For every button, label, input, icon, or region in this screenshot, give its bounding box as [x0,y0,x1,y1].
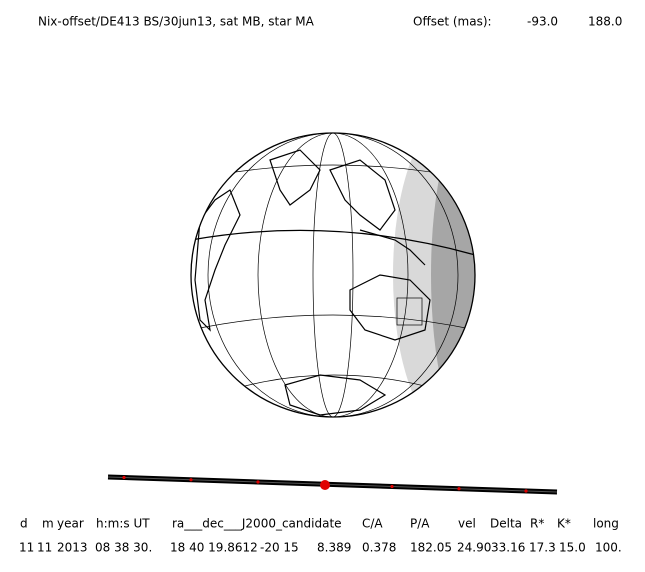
column-header: long [593,517,619,531]
column-header: C/A [362,517,383,531]
shadow-path [107,474,558,495]
time-marks [122,475,528,493]
column-header: vel [458,517,476,531]
offset-dec: 188.0 [588,15,622,29]
cell: 11 [37,541,52,555]
column-header: ra___dec___J2000_candidate [172,517,342,531]
cell: -20 15 [260,541,299,555]
column-header: Delta [490,517,522,531]
cell: 0.378 [362,541,396,555]
cell: 11 [19,541,34,555]
cell: 33.16 [491,541,525,555]
cell: 100. [595,541,622,555]
path-center [107,476,558,493]
equator [191,229,475,256]
column-header: m [42,517,54,531]
column-header: h:m:s UT [96,517,150,531]
cell: 18 40 19.8612 [170,541,258,555]
table-row: 11 11 2013 08 38 30. 18 40 19.8612 -20 15 8.38… [19,541,622,555]
cell: 24.90 [457,541,491,555]
table-header: d m year h:m:s UT ra___dec___J2000_candidate… [20,517,619,531]
cell: 2013 [57,541,88,555]
offset-ra: -93.0 [527,15,558,29]
column-header: P/A [410,517,430,531]
map-title: Nix-offset/DE413 BS/30jun13, sat MB, sta… [38,15,315,29]
cell: 17.3 [529,541,556,555]
column-header: R* [530,517,544,531]
globe-outline [190,132,476,418]
cell: 182.05 [410,541,452,555]
cell: 8.389 [317,541,351,555]
cell: 08 38 30. [95,541,152,555]
cell: 15.0 [559,541,586,555]
closest-approach [320,480,330,490]
column-header: d [20,517,28,531]
region-box [396,297,423,326]
column-header: year [57,517,84,531]
column-header: K* [557,517,571,531]
offset-label: Offset (mas): [413,15,492,29]
coastlines [194,149,431,416]
